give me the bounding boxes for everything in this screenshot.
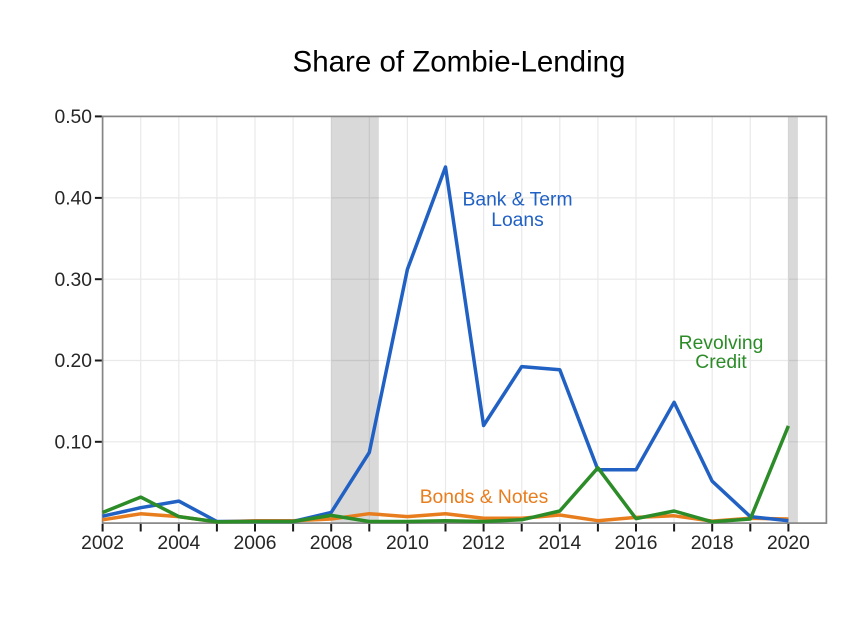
svg-text:0.10: 0.10 — [54, 432, 92, 453]
svg-text:2006: 2006 — [234, 533, 277, 554]
svg-text:0.30: 0.30 — [54, 270, 92, 291]
svg-text:0.40: 0.40 — [54, 189, 92, 210]
svg-text:2014: 2014 — [538, 533, 581, 554]
svg-text:2012: 2012 — [462, 533, 505, 554]
svg-text:2008: 2008 — [310, 533, 353, 554]
svg-text:Loans: Loans — [491, 210, 544, 231]
svg-text:2016: 2016 — [615, 533, 658, 554]
svg-text:Share of Zombie-Lending: Share of Zombie-Lending — [293, 45, 626, 78]
svg-text:Revolving: Revolving — [679, 333, 764, 354]
svg-text:0.20: 0.20 — [54, 351, 92, 372]
svg-text:2010: 2010 — [386, 533, 429, 554]
svg-text:2020: 2020 — [767, 533, 810, 554]
svg-text:Bonds & Notes: Bonds & Notes — [420, 487, 549, 508]
svg-text:2002: 2002 — [81, 533, 124, 554]
svg-text:Credit: Credit — [695, 352, 747, 373]
svg-text:0.50: 0.50 — [54, 107, 92, 128]
svg-text:2018: 2018 — [691, 533, 734, 554]
svg-text:2004: 2004 — [157, 533, 200, 554]
svg-text:Bank & Term: Bank & Term — [462, 190, 572, 211]
